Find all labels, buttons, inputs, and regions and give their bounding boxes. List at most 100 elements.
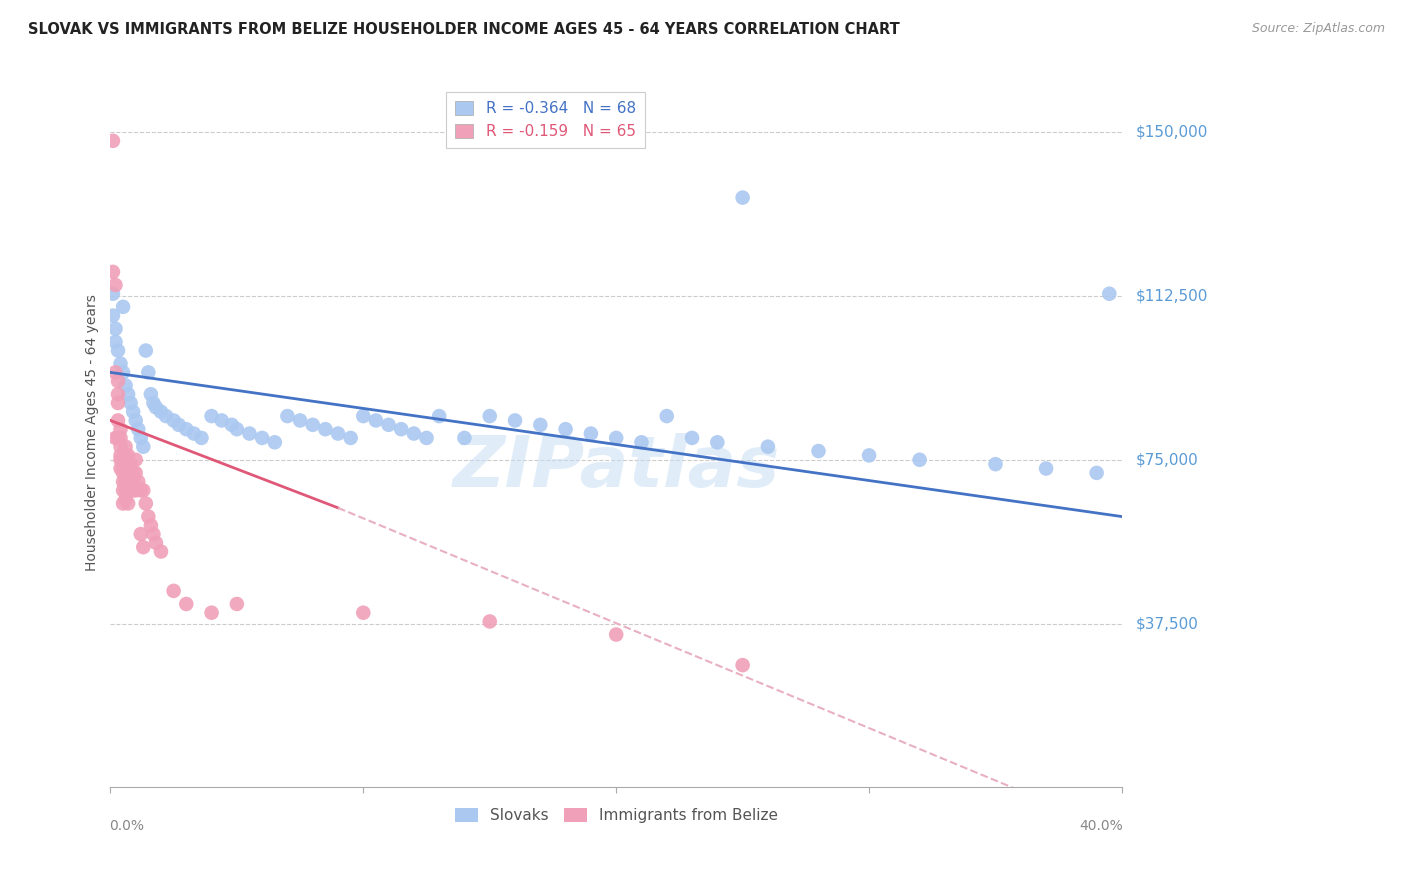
Text: SLOVAK VS IMMIGRANTS FROM BELIZE HOUSEHOLDER INCOME AGES 45 - 64 YEARS CORRELATI: SLOVAK VS IMMIGRANTS FROM BELIZE HOUSEHO… xyxy=(28,22,900,37)
Y-axis label: Householder Income Ages 45 - 64 years: Householder Income Ages 45 - 64 years xyxy=(86,294,100,571)
Point xyxy=(453,431,475,445)
Point xyxy=(107,374,129,388)
Point xyxy=(112,483,135,498)
Point xyxy=(122,405,145,419)
Point xyxy=(114,475,136,489)
Point xyxy=(120,396,142,410)
Point xyxy=(114,466,136,480)
Point xyxy=(104,431,127,445)
Point xyxy=(162,413,184,427)
Point xyxy=(104,365,127,379)
Point xyxy=(529,417,551,432)
Point xyxy=(554,422,576,436)
Point xyxy=(352,409,374,423)
Point xyxy=(190,431,212,445)
Text: $150,000: $150,000 xyxy=(1136,125,1208,139)
Point xyxy=(288,413,311,427)
Point xyxy=(706,435,728,450)
Point xyxy=(301,417,323,432)
Point xyxy=(402,426,425,441)
Point xyxy=(112,466,135,480)
Point xyxy=(238,426,260,441)
Point xyxy=(145,536,167,550)
Point xyxy=(427,409,450,423)
Legend: Slovaks, Immigrants from Belize: Slovaks, Immigrants from Belize xyxy=(449,802,785,830)
Point xyxy=(389,422,412,436)
Text: ZIPatlas: ZIPatlas xyxy=(453,434,780,502)
Point xyxy=(200,409,222,423)
Point xyxy=(352,606,374,620)
Text: 0.0%: 0.0% xyxy=(110,820,145,833)
Point xyxy=(731,658,754,673)
Point xyxy=(104,334,127,349)
Text: $112,500: $112,500 xyxy=(1136,288,1208,303)
Point xyxy=(135,496,157,510)
Point xyxy=(314,422,336,436)
Point xyxy=(150,544,173,558)
Point xyxy=(221,417,243,432)
Point xyxy=(112,475,135,489)
Point xyxy=(112,496,135,510)
Point xyxy=(114,449,136,463)
Point xyxy=(125,452,148,467)
Point xyxy=(132,540,155,554)
Point xyxy=(132,440,155,454)
Point xyxy=(1085,466,1108,480)
Point xyxy=(110,357,132,371)
Point xyxy=(415,431,437,445)
Point xyxy=(339,431,361,445)
Point xyxy=(155,409,177,423)
Text: $75,000: $75,000 xyxy=(1136,452,1198,467)
Point xyxy=(114,492,136,507)
Point xyxy=(120,483,142,498)
Point xyxy=(110,422,132,436)
Point xyxy=(579,426,602,441)
Point xyxy=(211,413,233,427)
Point xyxy=(731,191,754,205)
Point xyxy=(117,475,139,489)
Point xyxy=(129,431,152,445)
Point xyxy=(250,431,273,445)
Point xyxy=(276,409,298,423)
Point xyxy=(110,431,132,445)
Point xyxy=(1035,461,1057,475)
Point xyxy=(129,527,152,541)
Point xyxy=(174,422,197,436)
Point xyxy=(127,422,149,436)
Point xyxy=(139,387,162,401)
Point xyxy=(174,597,197,611)
Point xyxy=(364,413,387,427)
Point xyxy=(117,466,139,480)
Point xyxy=(107,431,129,445)
Point xyxy=(200,606,222,620)
Point xyxy=(655,409,678,423)
Point xyxy=(107,413,129,427)
Point xyxy=(104,277,127,292)
Point xyxy=(122,483,145,498)
Point xyxy=(145,401,167,415)
Point xyxy=(110,461,132,475)
Point xyxy=(114,378,136,392)
Point xyxy=(120,466,142,480)
Point xyxy=(984,457,1007,471)
Point xyxy=(183,426,205,441)
Point xyxy=(167,417,190,432)
Point xyxy=(127,475,149,489)
Point xyxy=(122,466,145,480)
Point xyxy=(114,440,136,454)
Point xyxy=(114,457,136,471)
Point xyxy=(101,309,124,323)
Point xyxy=(150,405,173,419)
Point xyxy=(117,449,139,463)
Point xyxy=(478,409,501,423)
Point xyxy=(117,457,139,471)
Point xyxy=(117,387,139,401)
Point xyxy=(125,466,148,480)
Point xyxy=(101,134,124,148)
Point xyxy=(117,496,139,510)
Point xyxy=(630,435,652,450)
Text: $37,500: $37,500 xyxy=(1136,616,1199,632)
Point xyxy=(135,343,157,358)
Point xyxy=(138,365,160,379)
Text: 40.0%: 40.0% xyxy=(1080,820,1123,833)
